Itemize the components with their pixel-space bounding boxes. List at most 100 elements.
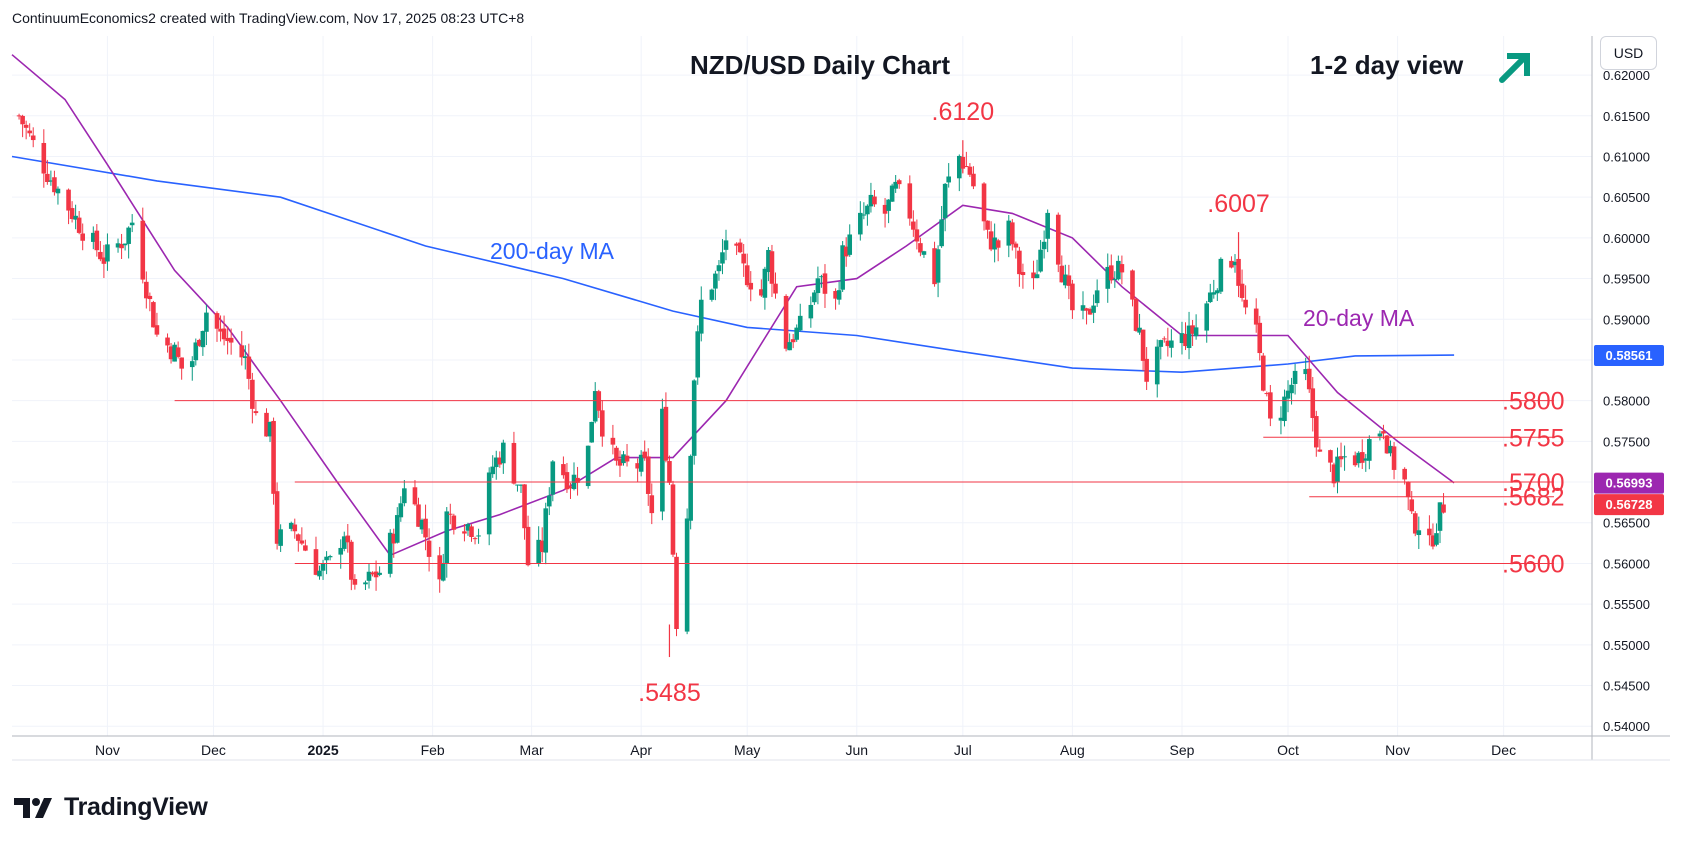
candle-body xyxy=(27,130,32,134)
candle-body xyxy=(398,503,404,518)
candle-body xyxy=(981,183,987,222)
candle-body xyxy=(193,342,199,361)
candle-body xyxy=(886,199,891,211)
candle-body xyxy=(1211,292,1217,295)
candle-body xyxy=(1236,258,1241,286)
y-tick-label: 0.60500 xyxy=(1603,190,1650,205)
candle-body xyxy=(267,421,273,437)
candle-body xyxy=(1017,250,1022,275)
candle-body xyxy=(412,487,418,505)
candle-body xyxy=(221,328,227,340)
candle-body xyxy=(1239,283,1245,298)
candle-body xyxy=(1331,464,1337,484)
candle-body xyxy=(734,243,739,246)
candle-body xyxy=(1084,308,1089,311)
candle-body xyxy=(66,189,71,211)
candle-body xyxy=(847,234,853,255)
candle-body xyxy=(1204,303,1210,331)
candle-body xyxy=(882,204,888,214)
legend-ma200: 200-day MA xyxy=(490,238,615,264)
candle-body xyxy=(515,484,520,486)
currency-selector[interactable]: USD xyxy=(1600,36,1657,70)
ma200-line xyxy=(11,155,1455,374)
candle-body xyxy=(1412,513,1418,534)
candle-body xyxy=(564,472,570,490)
y-tick-label: 0.61000 xyxy=(1603,149,1650,164)
candle-body xyxy=(228,337,234,343)
candle-body xyxy=(419,519,425,530)
extreme-label: .6007 xyxy=(1207,190,1270,218)
candle-body xyxy=(363,582,368,585)
candle-body xyxy=(585,445,591,487)
candle-body xyxy=(126,227,131,244)
candle-body xyxy=(1183,333,1188,347)
candle-body xyxy=(1391,446,1397,470)
x-tick-label: Aug xyxy=(1060,742,1085,758)
candle-body xyxy=(320,563,326,571)
candle-body xyxy=(469,526,474,538)
y-tick-label: 0.61500 xyxy=(1603,109,1650,124)
price-label-text: 0.56728 xyxy=(1606,497,1653,512)
candle-body xyxy=(935,249,941,283)
chart-attribution: ContinuumEconomics2 created with Trading… xyxy=(12,10,525,26)
x-tick-label: Sep xyxy=(1170,742,1195,758)
candle-body xyxy=(175,347,181,357)
y-tick-label: 0.58000 xyxy=(1603,394,1650,409)
candle-body xyxy=(264,412,269,437)
candle-body xyxy=(140,220,146,280)
candle-body xyxy=(889,185,895,202)
candle-body xyxy=(614,447,619,461)
candle-body xyxy=(119,244,124,249)
level-label: .5800 xyxy=(1502,388,1565,416)
candle-body xyxy=(204,312,209,332)
candle-body xyxy=(324,556,329,561)
candle-body xyxy=(447,513,453,515)
candle-body xyxy=(737,242,743,253)
candle-body xyxy=(1169,340,1174,348)
candle-body xyxy=(713,273,718,289)
candle-body xyxy=(1154,346,1160,385)
candle-body xyxy=(649,495,655,514)
candle-body xyxy=(1158,340,1164,347)
candle-body xyxy=(971,173,976,187)
candle-body xyxy=(1243,299,1248,308)
candle-body xyxy=(338,547,344,555)
candle-body xyxy=(790,339,796,343)
candle-body xyxy=(105,244,110,262)
candle-body xyxy=(288,522,294,529)
candle-body xyxy=(73,215,78,220)
candle-body xyxy=(41,142,47,174)
candle-body xyxy=(1363,458,1369,461)
candle-body xyxy=(462,531,467,534)
x-tick-label: Dec xyxy=(1491,742,1516,758)
y-tick-label: 0.55500 xyxy=(1603,597,1650,612)
tradingview-logo[interactable]: TradingView xyxy=(14,793,208,822)
x-tick-label: Oct xyxy=(1277,742,1299,758)
candle-body xyxy=(1119,264,1125,273)
candle-body xyxy=(486,472,492,535)
candle-body xyxy=(911,221,916,230)
extreme-label: .6120 xyxy=(932,98,995,126)
candle-body xyxy=(1034,274,1040,279)
x-tick-label: Dec xyxy=(201,742,226,758)
candle-body xyxy=(748,282,754,290)
candle-body xyxy=(1112,279,1118,281)
candle-body xyxy=(511,442,517,484)
candle-body xyxy=(988,231,994,250)
legend-ma20: 20-day MA xyxy=(1303,305,1415,331)
candle-body xyxy=(617,459,623,466)
candle-body xyxy=(716,265,722,272)
axes: 0.62000 0.61500 0.61000 0.60500 0.60000 0.595… xyxy=(12,36,1670,761)
candle-body xyxy=(493,457,499,468)
candle-body xyxy=(444,511,450,564)
candle-body xyxy=(1409,499,1415,512)
candle-body xyxy=(896,180,902,185)
candle-body xyxy=(1253,308,1259,325)
arrow-up-right-icon xyxy=(1499,53,1530,83)
chart-subtitle: 1-2 day view xyxy=(1310,50,1464,80)
price-label-box xyxy=(1594,494,1664,516)
candle-body xyxy=(808,304,814,319)
candle-body xyxy=(165,337,170,346)
candle-body xyxy=(1232,261,1238,266)
